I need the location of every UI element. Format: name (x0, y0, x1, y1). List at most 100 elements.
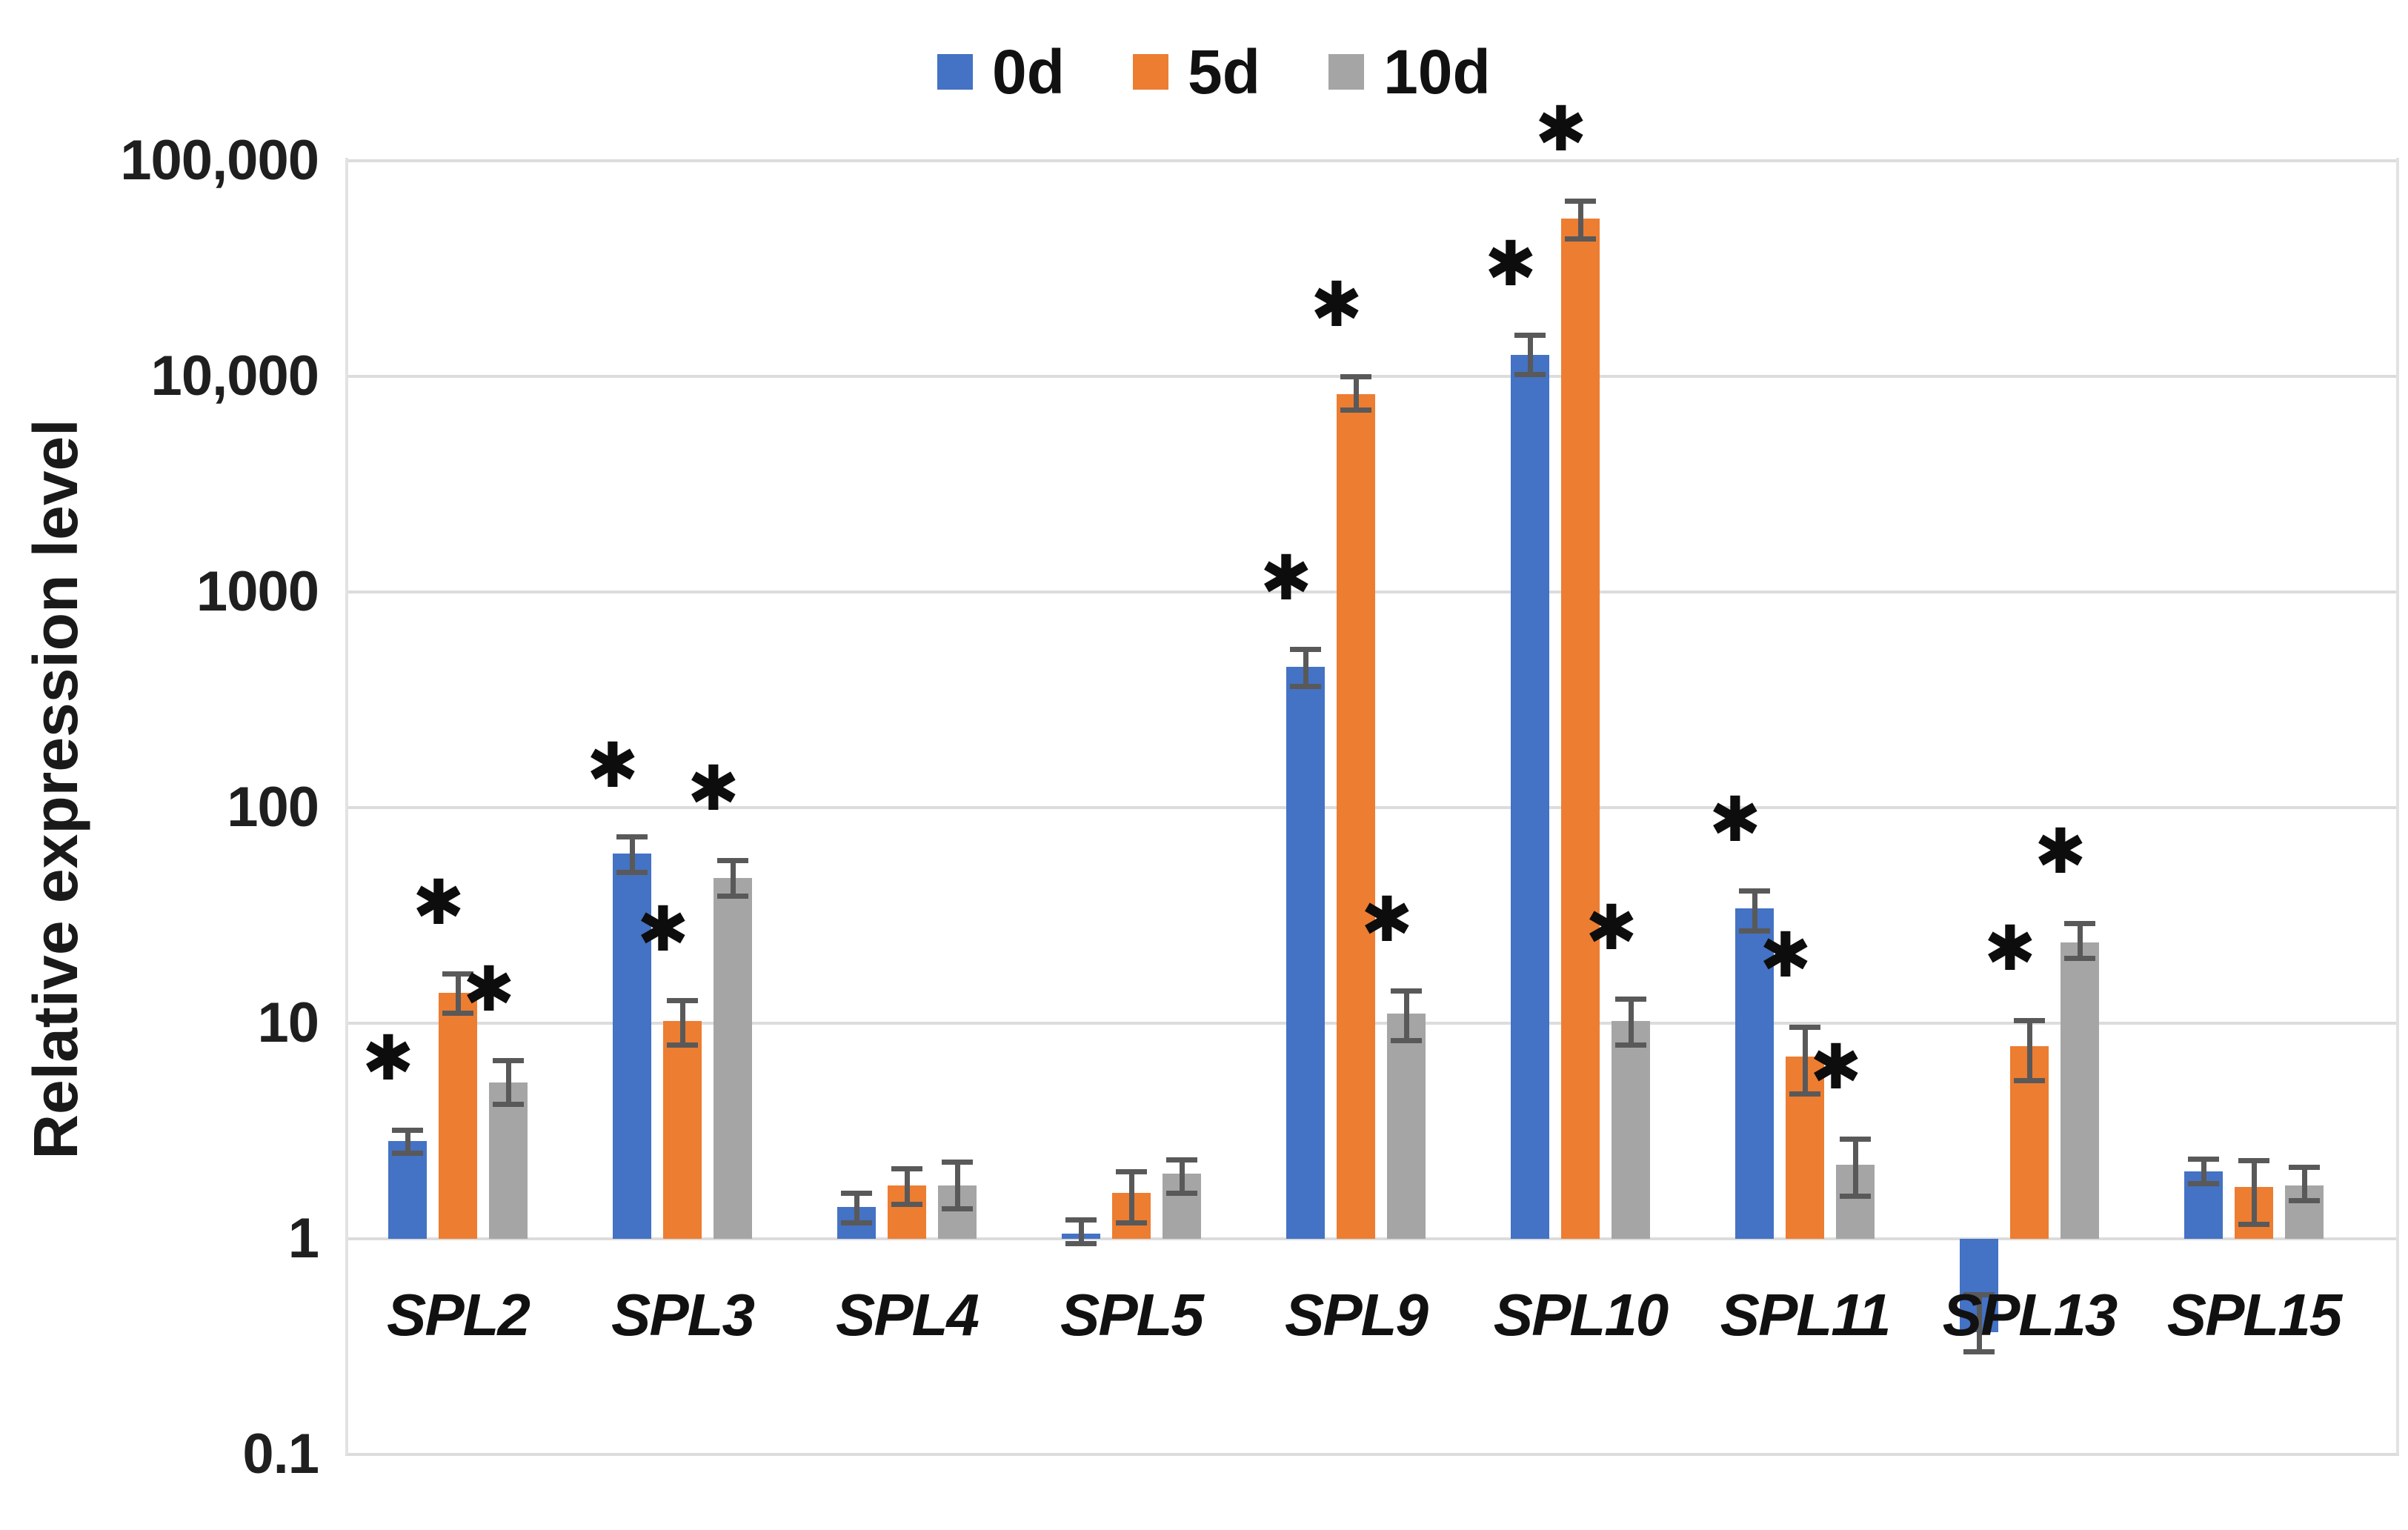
error-cap-bottom-SPL11-0d (1739, 928, 1770, 934)
significance-asterisk-SPL3-5d: ✱ (636, 892, 690, 965)
error-bar-SPL2-5d (455, 974, 461, 1014)
significance-asterisk-SPL13-5d: ✱ (1983, 912, 2037, 985)
y-tick-label: 10,000 (150, 345, 319, 408)
bar-SPL2-0d (388, 1140, 427, 1239)
legend-label: 10d (1383, 37, 1491, 107)
error-cap-top-SPL11-5d (1789, 1024, 1820, 1030)
gridline-1 (345, 1237, 2399, 1240)
error-cap-bottom-SPL5-5d (1116, 1220, 1147, 1225)
gridline-10,000 (345, 375, 2399, 378)
error-cap-top-SPL2-0d (392, 1127, 423, 1133)
legend-label: 5d (1188, 37, 1261, 107)
y-tick-label: 100 (227, 776, 319, 839)
y-axis-line (345, 158, 348, 1454)
error-cap-top-SPL15-0d (2188, 1156, 2219, 1162)
error-cap-top-SPL5-0d (1065, 1217, 1097, 1223)
error-cap-bottom-SPL5-0d (1065, 1240, 1097, 1246)
error-bar-SPL13-10d (2077, 923, 2083, 959)
error-cap-top-SPL4-5d (891, 1165, 922, 1171)
legend-item-5d: 5d (1133, 41, 1260, 103)
error-cap-bottom-SPL10-5d (1565, 236, 1596, 242)
chart-legend: 0d 5d 10d (937, 41, 1491, 103)
significance-asterisk-SPL11-0d: ✱ (1709, 782, 1762, 856)
error-bar-SPL2-0d (405, 1130, 410, 1154)
x-axis-label-SPL15: SPL15 (2166, 1282, 2343, 1348)
error-bar-SPL10-0d (1527, 335, 1533, 375)
error-cap-top-SPL9-5d (1340, 373, 1371, 379)
bar-SPL3-0d (613, 854, 651, 1239)
error-cap-top-SPL5-10d (1166, 1157, 1197, 1163)
significance-asterisk-SPL13-10d: ✱ (2034, 815, 2087, 888)
bar-SPL13-10d (2061, 942, 2099, 1239)
significance-asterisk-SPL2-5d: ✱ (412, 865, 465, 939)
bar-SPL3-10d (714, 878, 752, 1239)
error-bar-SPL2-10d (505, 1060, 511, 1105)
error-cap-top-SPL10-10d (1615, 997, 1646, 1002)
plot-right-border (2396, 158, 2399, 1454)
error-bar-SPL15-5d (2251, 1160, 2257, 1225)
bar-SPL10-10d (1612, 1021, 1650, 1239)
error-cap-bottom-SPL5-10d (1166, 1190, 1197, 1196)
error-bar-SPL5-0d (1078, 1220, 1084, 1244)
error-cap-bottom-SPL4-0d (841, 1220, 872, 1225)
bar-SPL10-0d (1511, 354, 1549, 1239)
error-cap-bottom-SPL9-5d (1340, 407, 1371, 413)
error-cap-top-SPL4-0d (841, 1190, 872, 1196)
error-cap-bottom-SPL3-0d (616, 870, 648, 876)
bar-SPL11-0d (1735, 908, 1774, 1239)
error-bar-SPL9-5d (1353, 376, 1359, 410)
error-bar-SPL10-5d (1577, 201, 1583, 239)
error-bar-SPL9-0d (1303, 649, 1308, 686)
error-cap-bottom-SPL11-5d (1789, 1091, 1820, 1097)
x-axis-label-SPL11: SPL11 (1720, 1282, 1892, 1348)
x-axis-label-SPL4: SPL4 (835, 1282, 980, 1348)
significance-asterisk-SPL9-10d: ✱ (1360, 882, 1414, 956)
error-bar-SPL4-0d (854, 1193, 859, 1223)
error-bar-SPL11-5d (1802, 1027, 1808, 1094)
error-cap-top-SPL5-5d (1116, 1168, 1147, 1174)
gridline-0.1 (345, 1453, 2399, 1456)
error-cap-bottom-SPL15-10d (2289, 1198, 2320, 1204)
error-bar-SPL9-10d (1403, 991, 1409, 1041)
error-cap-bottom-SPL9-0d (1290, 683, 1321, 689)
error-cap-bottom-SPL3-10d (717, 893, 748, 899)
legend-item-10d: 10d (1328, 41, 1491, 103)
y-tick-label: 100,000 (120, 129, 319, 192)
error-cap-top-SPL4-10d (942, 1159, 973, 1165)
y-tick-label: 1000 (196, 560, 319, 623)
error-cap-top-SPL9-10d (1391, 988, 1422, 994)
error-cap-bottom-SPL2-10d (493, 1102, 524, 1108)
gray-square-icon (1328, 54, 1365, 90)
error-cap-bottom-SPL13-10d (2064, 955, 2095, 961)
error-cap-top-SPL11-10d (1840, 1136, 1871, 1142)
bar-SPL10-5d (1561, 218, 1600, 1239)
error-cap-top-SPL11-0d (1739, 888, 1770, 894)
error-bar-SPL5-10d (1179, 1160, 1185, 1194)
error-cap-top-SPL3-0d (616, 834, 648, 840)
bar-SPL3-5d (663, 1021, 702, 1239)
error-bar-SPL11-0d (1752, 891, 1757, 931)
error-cap-bottom-SPL10-0d (1514, 371, 1546, 377)
error-bar-SPL4-10d (954, 1162, 960, 1209)
significance-asterisk-SPL10-5d: ✱ (1534, 93, 1588, 166)
error-bar-SPL15-10d (2301, 1167, 2307, 1201)
error-cap-bottom-SPL2-5d (442, 1011, 473, 1017)
error-cap-top-SPL10-5d (1565, 198, 1596, 204)
error-cap-bottom-SPL3-5d (667, 1042, 698, 1048)
x-axis-label-SPL13: SPL13 (1942, 1282, 2118, 1348)
error-bar-SPL15-0d (2201, 1159, 2206, 1183)
significance-asterisk-SPL3-0d: ✱ (586, 728, 639, 802)
error-cap-bottom-SPL2-0d (392, 1150, 423, 1156)
error-cap-bottom-SPL4-10d (942, 1205, 973, 1211)
error-cap-bottom-SPL4-5d (891, 1201, 922, 1207)
error-cap-top-SPL9-0d (1290, 647, 1321, 653)
error-cap-top-SPL15-10d (2289, 1165, 2320, 1171)
error-cap-bottom-SPL11-10d (1840, 1193, 1871, 1199)
error-bar-SPL3-0d (629, 836, 635, 873)
error-cap-top-SPL3-5d (667, 998, 698, 1004)
significance-asterisk-SPL9-5d: ✱ (1310, 268, 1363, 341)
error-bar-SPL13-0d (1976, 1294, 1982, 1352)
significance-asterisk-SPL9-0d: ✱ (1260, 541, 1313, 614)
y-tick-label: 0.1 (242, 1423, 319, 1486)
error-cap-top-SPL3-10d (717, 857, 748, 863)
